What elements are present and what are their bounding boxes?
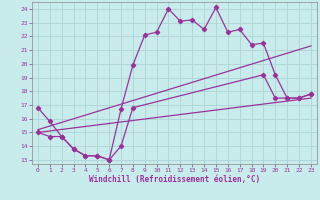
X-axis label: Windchill (Refroidissement éolien,°C): Windchill (Refroidissement éolien,°C) bbox=[89, 175, 260, 184]
